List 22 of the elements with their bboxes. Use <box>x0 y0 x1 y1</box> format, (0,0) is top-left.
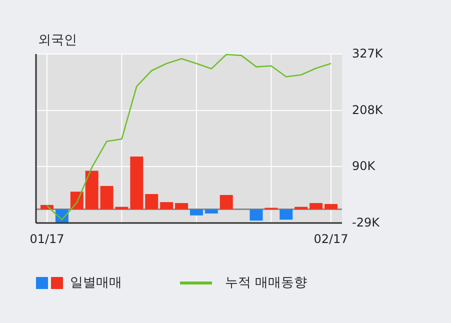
y-tick-label: 327K <box>352 46 384 60</box>
bar <box>160 202 174 210</box>
bar <box>204 209 218 214</box>
bar <box>85 170 98 210</box>
bar <box>280 209 293 220</box>
x-tick-label: 01/17 <box>30 232 64 246</box>
bar <box>324 204 338 210</box>
bar <box>145 194 158 210</box>
bar <box>175 203 188 210</box>
bar <box>130 156 144 210</box>
bar <box>220 194 233 210</box>
bar <box>310 203 323 210</box>
x-tick-label: 02/17 <box>314 232 348 246</box>
legend-label: 누적 매매동향 <box>225 276 308 291</box>
line-series <box>46 54 332 220</box>
bar <box>250 209 263 221</box>
legend-label: 일별매매 <box>70 276 122 291</box>
y-tick-label: 90K <box>352 158 376 173</box>
chart-title: 외국인 <box>38 33 77 48</box>
y-tick-label: -29K <box>352 215 381 230</box>
y-tick-label: 208K <box>352 102 384 117</box>
bar <box>190 209 203 216</box>
